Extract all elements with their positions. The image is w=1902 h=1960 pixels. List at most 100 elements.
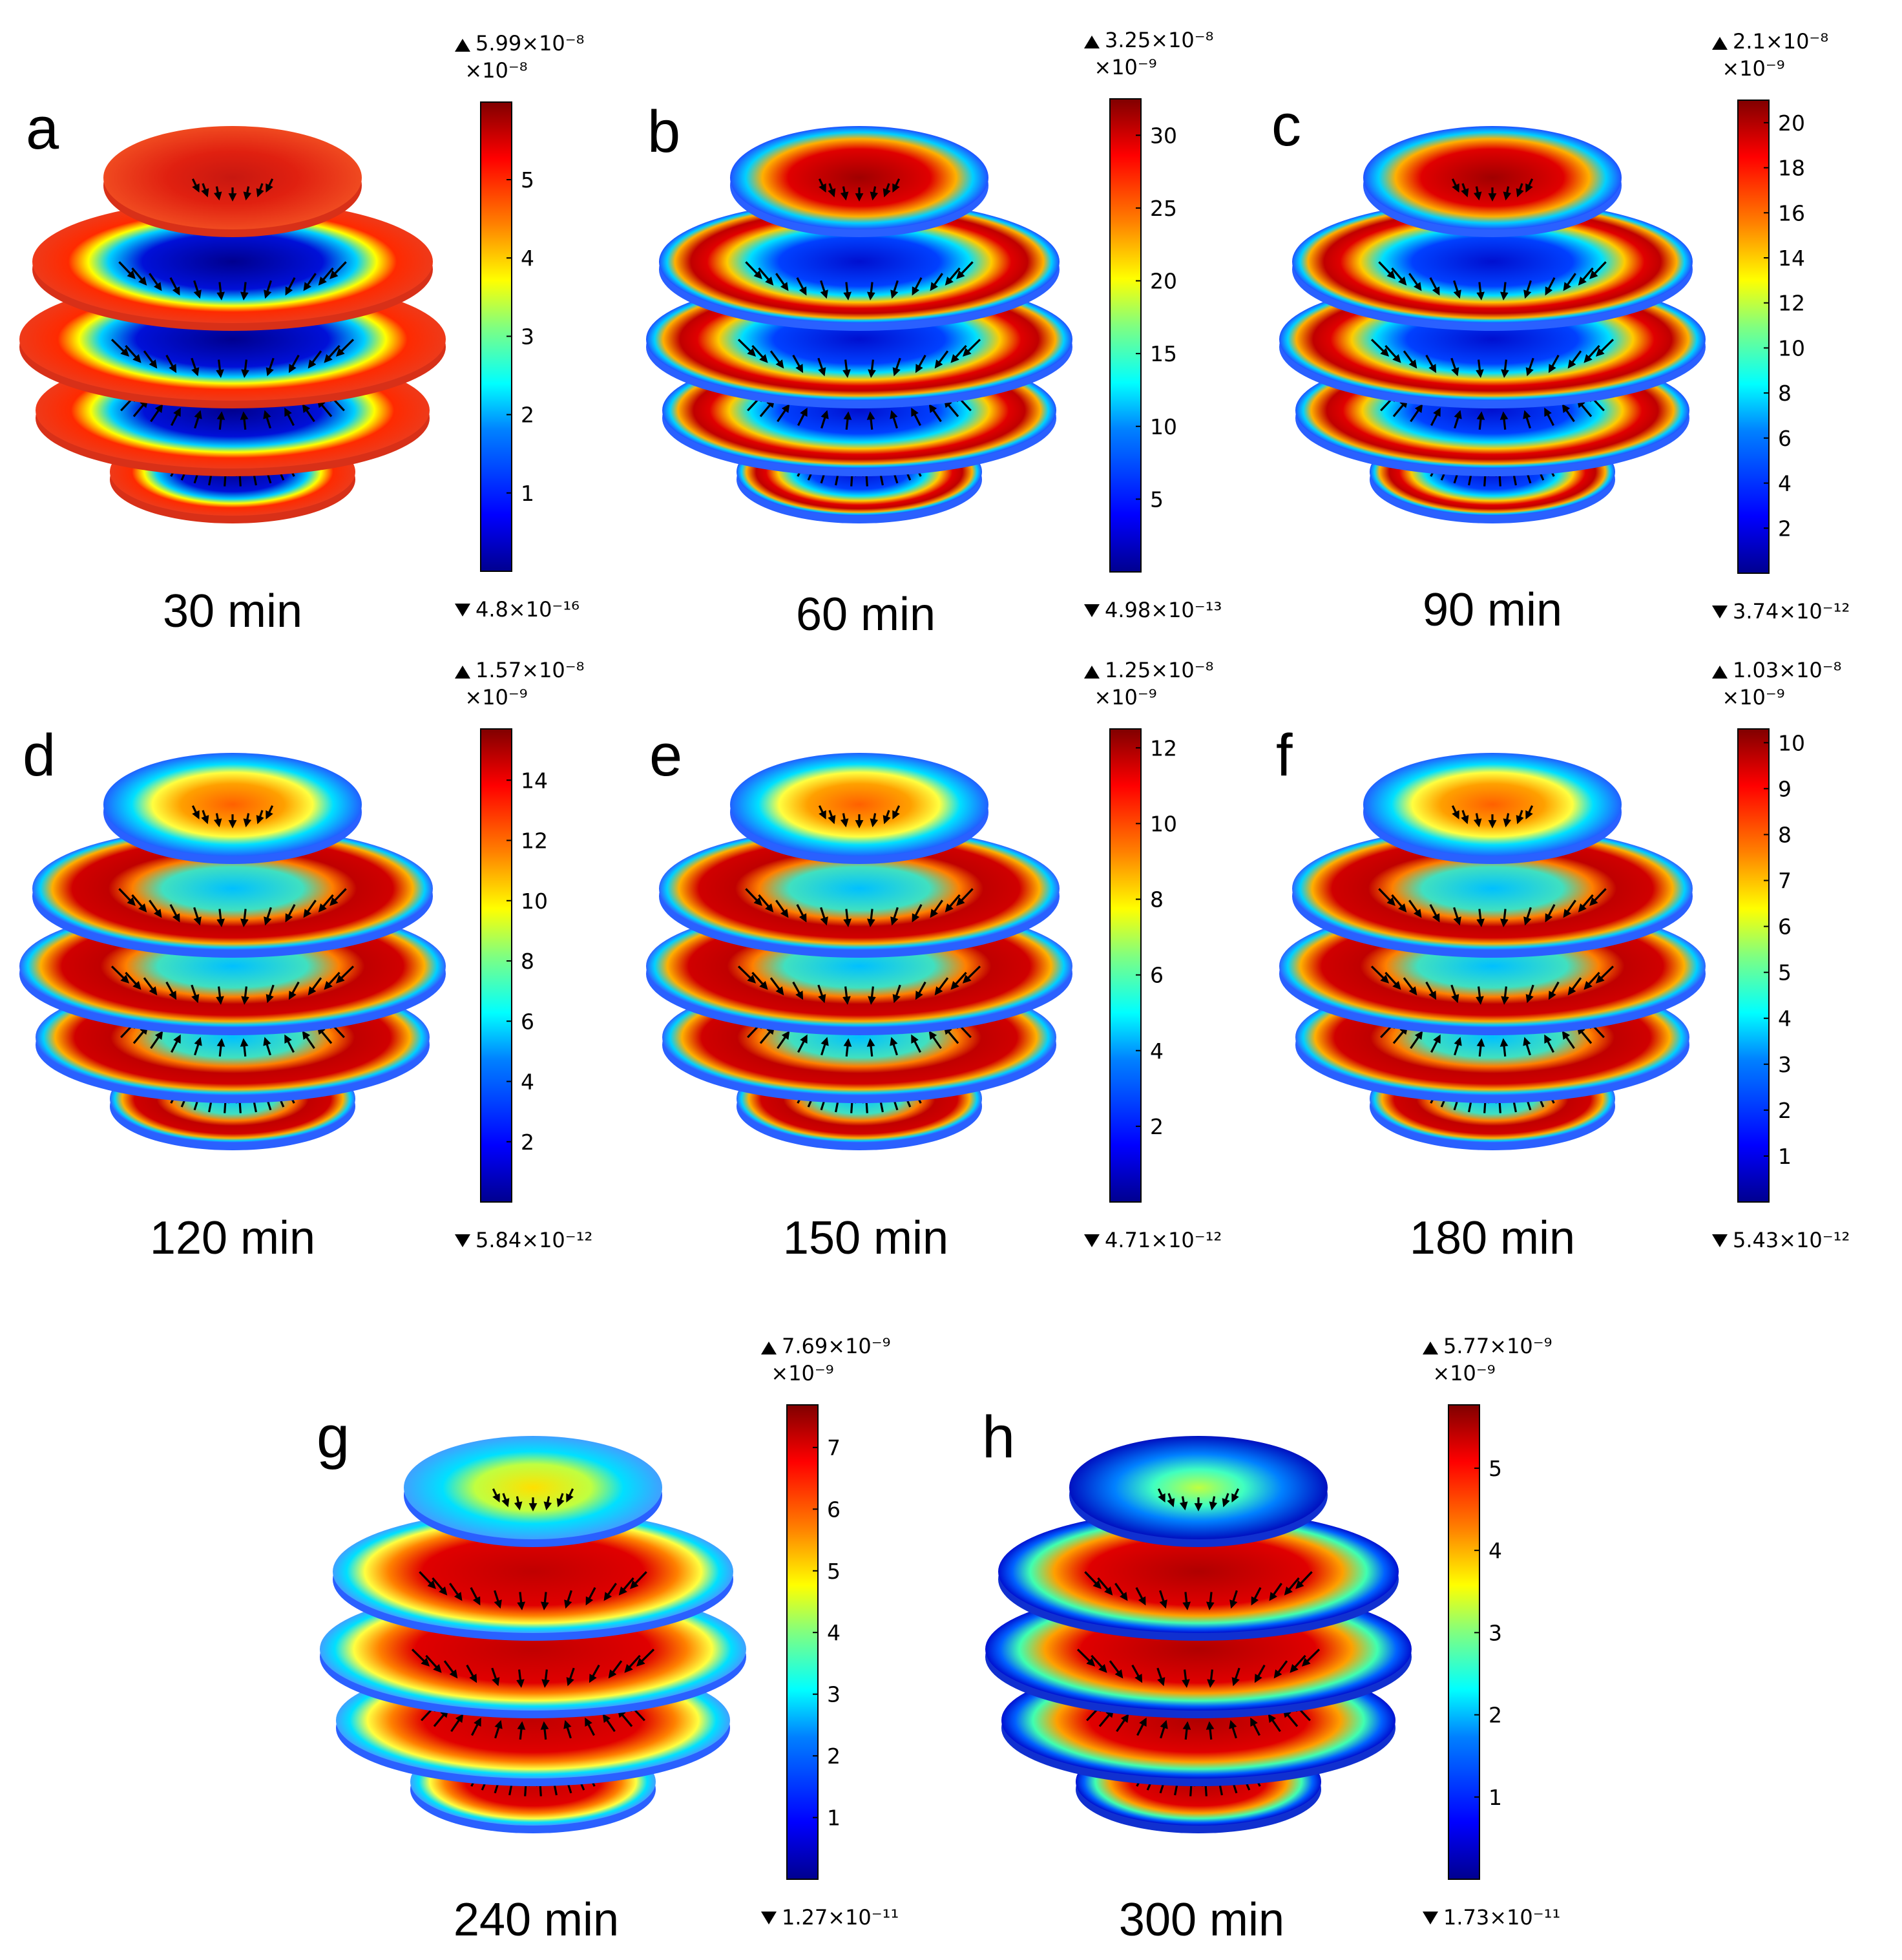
disk-slice: [103, 753, 362, 856]
flux-arrow: [912, 277, 923, 296]
max-triangle-icon: [1712, 37, 1728, 50]
flux-arrow: [516, 1669, 525, 1688]
flux-arrow: [329, 888, 347, 906]
flux-arrow: [143, 977, 158, 996]
flux-arrow: [494, 1590, 502, 1609]
flux-arrow: [892, 178, 901, 193]
panel-e: e 150 min 1.25×10⁻⁸ ×10⁻⁹ 4.71×10⁻¹² 2 4 6 8 10 12: [646, 658, 1222, 1264]
flux-arrow: [617, 1709, 633, 1727]
flux-arrow: [603, 1583, 617, 1601]
flux-arrow: [1392, 399, 1408, 417]
colorbar-tick-label: 2: [1489, 1703, 1502, 1728]
flux-arrow: [1450, 984, 1459, 1004]
flux-arrow: [1516, 810, 1524, 825]
flux-arrow: [867, 909, 875, 927]
flux-arrow: [737, 339, 757, 357]
colorbar-multiplier: ×10⁻⁸: [465, 58, 527, 83]
colorbar-tick-label: 8: [1778, 822, 1792, 847]
flux-arrow: [303, 273, 317, 291]
flux-arrow: [1378, 888, 1395, 906]
flux-arrow: [1370, 339, 1390, 357]
disk-slice: [32, 200, 433, 323]
flux-arrow: [240, 909, 249, 927]
disk-stack: [985, 1436, 1412, 1833]
flux-arrow: [125, 344, 141, 363]
flux-arrow: [541, 1669, 550, 1688]
flux-arrow: [266, 805, 274, 820]
flux-arrow: [818, 805, 826, 820]
disk-stack: [646, 753, 1072, 1150]
flux-arrow: [1391, 894, 1407, 912]
flux-arrow: [1595, 339, 1615, 357]
flux-arrow: [915, 981, 926, 1000]
flux-arrow: [302, 403, 315, 423]
flux-arrow: [1500, 411, 1509, 430]
colorbar-min: 1.27×10⁻¹¹: [782, 1905, 899, 1930]
flux-arrow: [911, 1034, 921, 1053]
time-label: 240 min: [454, 1894, 619, 1946]
flux-arrow: [1461, 810, 1469, 825]
flux-arrow: [1250, 1717, 1260, 1736]
panel-letter: b: [647, 99, 680, 165]
flux-arrow: [890, 280, 899, 299]
flux-arrow: [256, 810, 264, 825]
flux-arrow: [1451, 178, 1459, 193]
flux-arrow: [266, 178, 274, 193]
flux-arrow: [194, 410, 202, 429]
min-triangle-icon: [1084, 1234, 1100, 1247]
flux-arrow: [911, 407, 921, 427]
flux-arrow: [1084, 1571, 1102, 1589]
flux-arrow: [1503, 813, 1512, 828]
flux-arrow: [471, 1717, 481, 1736]
flux-arrow: [843, 1038, 852, 1057]
flux-arrow: [1450, 357, 1459, 377]
flux-arrow: [193, 280, 202, 299]
colorbar-tick-label: 6: [521, 1009, 534, 1034]
flux-arrow: [1501, 359, 1509, 378]
colorbar-gradient: [1110, 729, 1141, 1202]
colorbar-gradient: [787, 1405, 818, 1879]
colorbar-tick-label: 10: [1778, 730, 1805, 755]
time-label: 150 min: [783, 1212, 948, 1264]
flux-arrow: [1206, 1592, 1215, 1610]
flux-arrow: [256, 183, 264, 198]
flux-arrow: [240, 411, 249, 430]
min-triangle-icon: [1712, 606, 1728, 618]
flux-arrow: [820, 907, 828, 926]
flux-arrow: [1392, 1026, 1408, 1044]
flux-arrow: [216, 359, 224, 378]
flux-arrow: [930, 900, 943, 918]
flux-arrow: [912, 903, 923, 923]
colorbar-tick-label: 14: [521, 768, 548, 793]
panel-letter: d: [23, 722, 56, 788]
flux-arrow: [191, 357, 200, 377]
flux-arrow: [866, 411, 875, 430]
panel-letter: c: [1271, 92, 1301, 158]
flux-arrow: [797, 407, 808, 427]
flux-arrow: [1251, 1586, 1262, 1606]
colorbar-max: 2.1×10⁻⁸: [1733, 29, 1828, 54]
max-triangle-icon: [761, 1342, 777, 1354]
flux-arrow: [213, 186, 222, 201]
colorbar-frame: [1737, 728, 1770, 1203]
max-triangle-icon: [1084, 666, 1100, 679]
panel-h: h 300 min 5.77×10⁻⁹ ×10⁻⁹ 1.73×10⁻¹¹ 1 2 3 4 5: [982, 1334, 1560, 1946]
flux-arrow: [751, 344, 768, 363]
flux-arrow: [1548, 354, 1560, 374]
flux-arrow: [132, 399, 149, 417]
flux-arrow: [1562, 403, 1575, 423]
disk-slice: [1069, 1436, 1328, 1539]
colorbar: 5.77×10⁻⁹ ×10⁻⁹ 1.73×10⁻¹¹ 1 2 3 4 5: [1423, 1334, 1560, 1930]
flux-arrow: [563, 1720, 572, 1739]
colorbar-tick-label: 12: [1150, 735, 1177, 761]
disk-slice: [1363, 753, 1622, 856]
flux-arrow: [1454, 410, 1462, 429]
colorbar-multiplier: ×10⁻⁹: [1094, 55, 1156, 79]
flux-arrow: [284, 1034, 295, 1053]
colorbar-tick-label: 3: [1778, 1052, 1792, 1077]
colorbar-tick-label: 1: [1489, 1785, 1502, 1810]
colorbar: 3.25×10⁻⁸ ×10⁻⁹ 4.98×10⁻¹³ 5 10 15 20 25 30: [1084, 28, 1222, 622]
flux-arrow: [1282, 1709, 1299, 1727]
flux-arrow: [285, 277, 296, 296]
flux-arrow: [1295, 1571, 1313, 1589]
